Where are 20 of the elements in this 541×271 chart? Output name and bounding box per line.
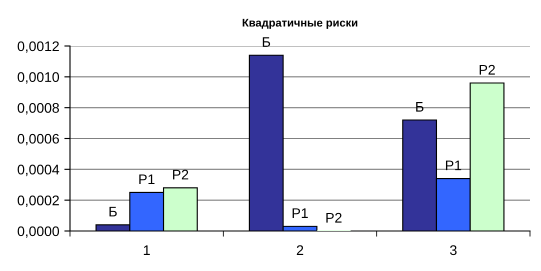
x-tick-label: 1 <box>144 245 150 255</box>
text: Р1 <box>139 174 154 184</box>
text: Б <box>110 206 117 216</box>
chart-title: Квадратичные риски <box>242 18 358 29</box>
series-label: Р1 <box>292 208 308 218</box>
text: Р2 <box>480 64 495 75</box>
series-label: Б <box>262 37 270 47</box>
x-tick-label: 3 <box>450 245 457 256</box>
y-tick-label: 0,0008 <box>18 103 59 114</box>
text: Р1 <box>446 160 462 170</box>
series-label: Р2 <box>326 212 342 223</box>
y-tick-label: 0,0004 <box>18 164 60 176</box>
y-tick-label: 0,0000 <box>18 226 60 238</box>
y-tick-label: 0,0012 <box>18 41 59 53</box>
x-tick-label: 2 <box>296 245 304 255</box>
text: Р2 <box>173 170 188 180</box>
y-tick-label: 0,0010 <box>18 72 60 84</box>
text: Б <box>416 102 424 112</box>
y-tick-label: 0,0006 <box>18 134 59 146</box>
y-tick-label: 0,0002 <box>18 196 59 207</box>
